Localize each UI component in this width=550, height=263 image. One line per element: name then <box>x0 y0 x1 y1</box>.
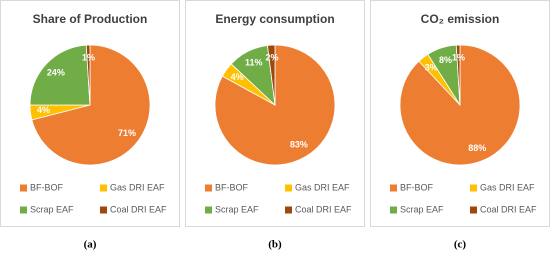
chart-title: CO₂ emission <box>421 12 500 26</box>
legend-swatch <box>470 184 477 192</box>
legend-label: Scrap EAF <box>400 204 444 214</box>
caption: (b) <box>268 239 282 251</box>
pie-slice <box>455 44 461 106</box>
legend-swatch <box>20 184 27 192</box>
pie-slice <box>29 44 91 106</box>
legend-swatch <box>390 206 397 214</box>
chart-title: Energy consumption <box>215 12 334 26</box>
legend-label: Coal DRI EAF <box>295 204 352 214</box>
caption: (a) <box>84 239 97 251</box>
chart-title: Share of Production <box>33 12 148 26</box>
panel-border <box>185 0 365 227</box>
value-label: 11% <box>245 58 263 68</box>
legend-swatch <box>470 206 477 214</box>
pie-slice <box>85 44 91 106</box>
legend-swatch <box>285 184 292 192</box>
value-label: 4% <box>37 105 50 115</box>
legend-swatch <box>285 206 292 214</box>
value-label: 88% <box>468 143 486 153</box>
legend-label: Gas DRI EAF <box>480 182 535 192</box>
legend-swatch <box>390 184 397 192</box>
panel-border <box>0 0 180 227</box>
legend-label: BF-BOF <box>215 182 249 192</box>
value-label: 71% <box>118 128 136 138</box>
legend-label: BF-BOF <box>30 182 64 192</box>
legend-label: Scrap EAF <box>215 204 259 214</box>
value-label: 24% <box>47 67 65 77</box>
legend-swatch <box>20 206 27 214</box>
legend-label: Gas DRI EAF <box>110 182 165 192</box>
legend-swatch <box>100 184 107 192</box>
value-label: 8% <box>439 55 452 65</box>
legend-label: BF-BOF <box>400 182 434 192</box>
legend-label: Coal DRI EAF <box>110 204 167 214</box>
value-label: 1% <box>452 53 465 63</box>
value-label: 3% <box>425 62 438 72</box>
pie-slice <box>31 44 151 166</box>
caption: (c) <box>454 239 467 251</box>
value-label: 2% <box>266 53 279 63</box>
pie-slice <box>267 44 276 106</box>
legend-label: Coal DRI EAF <box>480 204 537 214</box>
legend-label: Scrap EAF <box>30 204 74 214</box>
value-label: 83% <box>290 140 308 150</box>
value-label: 1% <box>82 53 95 63</box>
legend-swatch <box>205 184 212 192</box>
legend-swatch <box>100 206 107 214</box>
legend-swatch <box>205 206 212 214</box>
value-label: 4% <box>231 72 244 82</box>
legend-label: Gas DRI EAF <box>295 182 350 192</box>
